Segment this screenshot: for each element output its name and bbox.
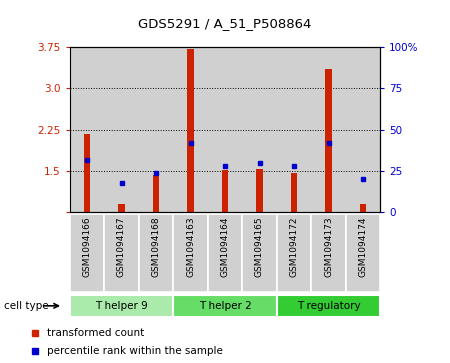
Bar [187,49,194,212]
Bar [242,47,277,212]
Text: GSM1094163: GSM1094163 [186,216,195,277]
Text: T helper 9: T helper 9 [95,301,148,311]
Bar [277,294,380,317]
Text: cell type: cell type [4,301,49,311]
Bar [173,214,208,292]
Bar [360,204,366,212]
Bar [221,170,229,212]
Bar [256,169,263,212]
Bar [104,214,139,292]
Bar [139,214,173,292]
Bar [311,47,346,212]
Bar [346,214,380,292]
Bar [104,47,139,212]
Bar [291,173,297,212]
Text: GSM1094167: GSM1094167 [117,216,126,277]
Text: GSM1094166: GSM1094166 [82,216,91,277]
Text: GSM1094165: GSM1094165 [255,216,264,277]
Text: GSM1094172: GSM1094172 [289,216,298,277]
Bar [277,214,311,292]
Bar [118,204,125,212]
Text: T regulatory: T regulatory [297,301,360,311]
Text: percentile rank within the sample: percentile rank within the sample [47,346,223,356]
Bar [208,214,242,292]
Bar [70,47,104,212]
Bar [242,214,277,292]
Text: GSM1094174: GSM1094174 [359,216,368,277]
Text: T helper 2: T helper 2 [198,301,252,311]
Bar [173,294,277,317]
Bar [208,47,242,212]
Bar [173,47,208,212]
Bar [139,47,173,212]
Text: GSM1094164: GSM1094164 [220,216,230,277]
Bar [70,214,104,292]
Bar [84,134,90,212]
Bar [311,214,346,292]
Bar [277,47,311,212]
Bar [346,47,380,212]
Bar [153,175,159,212]
Text: GSM1094173: GSM1094173 [324,216,333,277]
Text: GSM1094168: GSM1094168 [152,216,161,277]
Bar [70,294,173,317]
Text: GDS5291 / A_51_P508864: GDS5291 / A_51_P508864 [138,17,312,30]
Text: transformed count: transformed count [47,328,144,338]
Bar [325,69,332,212]
